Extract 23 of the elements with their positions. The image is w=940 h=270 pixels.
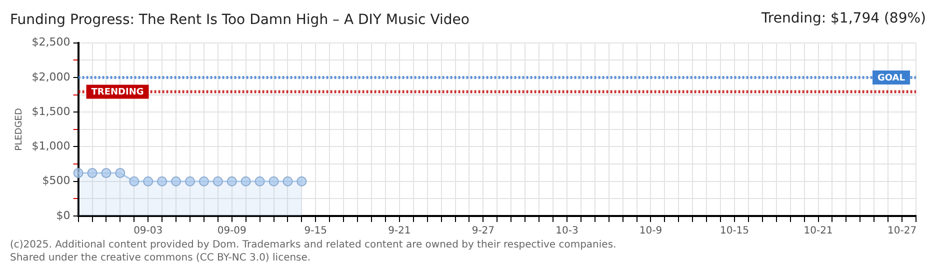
y-tick-label: $2,000 [32,70,70,84]
x-tick-label: 9-15 [304,226,327,237]
ref-line-label: GOAL [878,73,906,84]
x-tick-label: 10-15 [720,226,750,237]
y-tick-label: $1,500 [32,104,70,118]
x-tick-label: 10-27 [888,226,917,237]
ref-line-label: TRENDING [91,88,144,98]
text: Shared under the creative commons (CC BY-NC 3.0) license. [10,252,311,264]
x-tick-label: 09-09 [217,226,246,237]
y-tick-label: $0 [56,208,70,222]
x-tick-label: 9-21 [388,226,411,237]
chart-title: Funding Progress: The Rent Is Too Damn High – A DIY Music Video [10,12,470,28]
x-tick-label: 9-27 [472,226,495,237]
text: (c)2025. Additional content provided by Dom. Trademarks and related content are owned by their respective companies. [10,240,616,251]
text: Trending: $1,794 (89%) [760,10,926,27]
y-tick-label: $1,000 [32,140,70,153]
x-tick-label: 10-21 [804,226,833,237]
y-tick-label: $2,500 [32,36,70,49]
x-tick-label: 10-3 [556,226,578,237]
x-tick-label: 10-9 [639,226,662,237]
x-tick-label: 09-03 [134,226,163,237]
y-axis-title: PLEDGED [14,108,25,151]
y-tick-label: $500 [42,174,70,188]
